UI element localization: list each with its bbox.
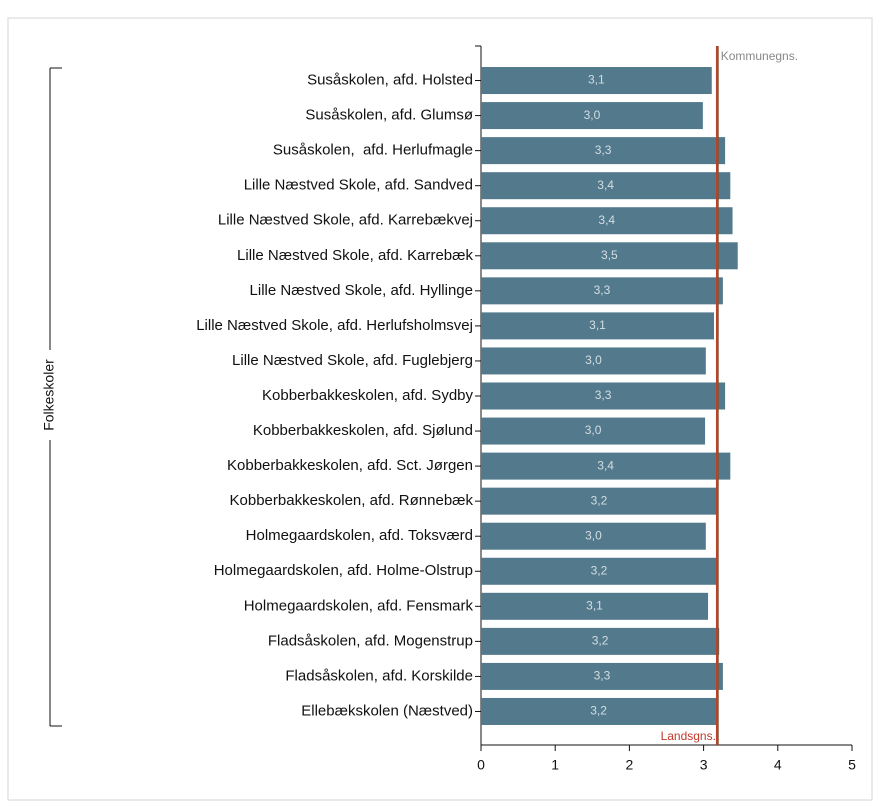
- y-tick-label: Susåskolen, afd. Holsted: [307, 71, 473, 88]
- reference-label: Kommunegns.: [721, 49, 798, 63]
- reference-label: Landsgns.: [661, 729, 716, 743]
- value-label: 3,2: [591, 563, 608, 577]
- group-label: Folkeskoler: [41, 359, 57, 431]
- x-tick-label: 3: [700, 757, 708, 773]
- y-tick-label: Fladsåskolen, afd. Mogenstrup: [268, 632, 473, 649]
- value-label: 3,4: [597, 178, 614, 192]
- bar: [481, 312, 714, 340]
- value-label: 3,0: [585, 528, 602, 542]
- y-tick-label: Lille Næstved Skole, afd. Sandved: [244, 177, 473, 194]
- value-label: 3,1: [588, 73, 605, 87]
- bar: [481, 522, 706, 550]
- value-label: 3,3: [595, 388, 612, 402]
- value-label: 3,2: [590, 704, 607, 718]
- bar: [481, 102, 703, 130]
- bar: [481, 662, 723, 690]
- bar: [481, 487, 717, 515]
- value-label: 3,0: [584, 108, 601, 122]
- value-label: 3,5: [601, 248, 618, 262]
- bar: [481, 592, 709, 620]
- y-tick-label: Kobberbakkeskolen, afd. Rønnebæk: [230, 492, 474, 509]
- value-label: 3,1: [589, 318, 606, 332]
- y-tick-label: Kobberbakkeskolen, afd. Sydby: [262, 387, 473, 404]
- x-tick-label: 0: [477, 757, 485, 773]
- y-tick-label: Lille Næstved Skole, afd. Herlufsholmsve…: [196, 317, 473, 334]
- value-label: 3,2: [591, 493, 608, 507]
- value-label: 3,0: [585, 423, 602, 437]
- value-label: 3,4: [597, 458, 614, 472]
- x-tick-label: 5: [848, 757, 856, 773]
- bar: [481, 207, 733, 235]
- y-tick-label: Holmegaardskolen, afd. Toksværd: [246, 527, 473, 544]
- frame: [7, 17, 873, 801]
- bar: [481, 627, 720, 655]
- value-label: 3,3: [595, 143, 612, 157]
- bar: [481, 557, 717, 585]
- y-tick-label: Kobberbakkeskolen, afd. Sct. Jørgen: [227, 457, 473, 474]
- x-tick-label: 1: [551, 757, 559, 773]
- bar: [481, 67, 712, 95]
- bar: [481, 382, 726, 410]
- x-tick-label: 4: [774, 757, 782, 773]
- bar: [481, 697, 717, 725]
- y-tick-label: Fladsåskolen, afd. Korskilde: [285, 667, 473, 684]
- bar: [481, 417, 706, 445]
- group-label-bg: [40, 350, 60, 440]
- y-tick-label: Lille Næstved Skole, afd. Karrebæk: [237, 247, 473, 264]
- y-tick-label: Holmegaardskolen, afd. Holme-Olstrup: [214, 562, 473, 579]
- value-label: 3,3: [594, 283, 611, 297]
- value-label: 3,2: [592, 634, 609, 648]
- y-tick-label: Ellebækskolen (Næstved): [301, 702, 473, 719]
- y-tick-label: Holmegaardskolen, afd. Fensmark: [244, 597, 474, 614]
- bar: [481, 242, 738, 270]
- y-tick-label: Susåskolen, afd. Glumsø: [305, 107, 473, 124]
- value-label: 3,1: [586, 598, 603, 612]
- value-label: 3,0: [585, 353, 602, 367]
- y-tick-label: Lille Næstved Skole, afd. Karrebækvej: [218, 212, 473, 229]
- bar: [481, 137, 726, 165]
- value-label: 3,3: [594, 669, 611, 683]
- x-tick-label: 2: [626, 757, 634, 773]
- bar: [481, 277, 723, 305]
- y-tick-label: Lille Næstved Skole, afd. Fuglebjerg: [232, 352, 473, 369]
- y-tick-label: Kobberbakkeskolen, afd. Sjølund: [253, 422, 473, 439]
- bar: [481, 452, 731, 480]
- value-label: 3,4: [598, 213, 615, 227]
- y-tick-label: Lille Næstved Skole, afd. Hyllinge: [250, 282, 473, 299]
- bar: [481, 172, 731, 200]
- bar: [481, 347, 706, 375]
- y-tick-label: Susåskolen, afd. Herlufmagle: [273, 142, 473, 159]
